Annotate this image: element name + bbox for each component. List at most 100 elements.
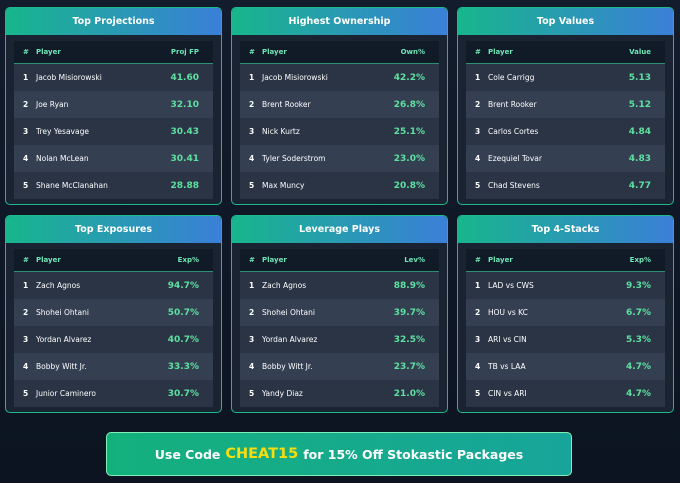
rank: 5 — [249, 389, 255, 398]
rank: 2 — [475, 100, 481, 109]
rank: 3 — [475, 127, 481, 136]
player: ARI vs CIN — [488, 335, 527, 344]
player: Bobby Witt Jr. — [262, 362, 313, 371]
value: 5.12 — [628, 99, 651, 110]
table-row: 1 Jacob Misiorowski 41.60 — [14, 64, 213, 91]
table: # Player Exp% 1 LAD vs CWS 9.3% 2 HOU vs KC 6.7%… — [466, 249, 665, 407]
player: Nolan McLean — [36, 154, 89, 163]
table-row: 3 Yordan Alvarez 40.7% — [14, 326, 213, 353]
player: Carlos Cortes — [488, 127, 539, 136]
value: 23.0% — [393, 153, 425, 164]
column-header: # — [23, 48, 29, 56]
column-header: Proj FP — [170, 48, 199, 56]
table-row: 2 Shohei Ohtani 39.7% — [240, 299, 439, 326]
header-row: # Player Exp% — [14, 249, 213, 272]
table-row: 4 Bobby Witt Jr. 23.7% — [240, 353, 439, 380]
player: Shohei Ohtani — [36, 308, 89, 317]
header-row: # Player Own% — [240, 41, 439, 64]
value: 41.60 — [170, 72, 199, 83]
table: # Player Value 1 Cole Carrigg 5.13 2 Brent Rook… — [466, 41, 665, 199]
rank: 2 — [23, 308, 29, 317]
table-row: 5 Max Muncy 20.8% — [240, 172, 439, 199]
player: Nick Kurtz — [262, 127, 300, 136]
player: Ezequiel Tovar — [488, 154, 542, 163]
column-header: Player — [488, 256, 513, 264]
header-row: # Player Proj FP — [14, 41, 213, 64]
table: # Player Lev% 1 Zach Agnos 88.9% 2 Shohei Ohtan… — [240, 249, 439, 407]
column-header: Own% — [400, 48, 425, 56]
value: 39.7% — [393, 307, 425, 318]
value: 94.7% — [167, 280, 199, 291]
rank: 3 — [249, 127, 255, 136]
table-row: 1 Zach Agnos 88.9% — [240, 272, 439, 299]
column-header: # — [475, 256, 481, 264]
rank: 3 — [23, 335, 29, 344]
rank: 2 — [23, 100, 29, 109]
table: # Player Exp% 1 Zach Agnos 94.7% 2 Shohei Ohtan… — [14, 249, 213, 407]
column-header: Player — [36, 256, 61, 264]
table-row: 5 Yandy Diaz 21.0% — [240, 380, 439, 407]
player: Joe Ryan — [36, 100, 69, 109]
value: 28.88 — [170, 180, 199, 191]
table-row: 2 Joe Ryan 32.10 — [14, 91, 213, 118]
rank: 4 — [249, 154, 255, 163]
rank: 4 — [475, 154, 481, 163]
table-row: 4 Bobby Witt Jr. 33.3% — [14, 353, 213, 380]
rank: 3 — [23, 127, 29, 136]
value: 4.84 — [628, 126, 651, 137]
value: 26.8% — [393, 99, 425, 110]
rank: 5 — [249, 181, 255, 190]
value: 4.7% — [626, 388, 651, 399]
column-header: Lev% — [404, 256, 425, 264]
column-header: Value — [629, 48, 651, 56]
table-row: 3 Nick Kurtz 25.1% — [240, 118, 439, 145]
promo-banner[interactable]: Use Code CHEAT15 for 15% Off Stokastic P… — [106, 432, 572, 476]
header-row: # Player Value — [466, 41, 665, 64]
rank: 1 — [249, 281, 255, 290]
player: Shohei Ohtani — [262, 308, 315, 317]
banner-text: Use Code — [154, 446, 221, 462]
table-row: 1 Jacob Misiorowski 42.2% — [240, 64, 439, 91]
value: 33.3% — [167, 361, 199, 372]
player: Shane McClanahan — [36, 181, 108, 190]
rank: 5 — [23, 181, 29, 190]
table-row: 5 Chad Stevens 4.77 — [466, 172, 665, 199]
player: Tyler Soderstrom — [262, 154, 326, 163]
column-header: Player — [262, 48, 287, 56]
player: Brent Rooker — [262, 100, 311, 109]
value: 30.41 — [170, 153, 199, 164]
player: Zach Agnos — [262, 281, 307, 290]
table: # Player Proj FP 1 Jacob Misiorowski 41.60 2 Jo… — [14, 41, 213, 199]
value: 5.13 — [628, 72, 651, 83]
table-row: 1 Zach Agnos 94.7% — [14, 272, 213, 299]
rank: 1 — [475, 281, 481, 290]
rank: 1 — [23, 281, 29, 290]
value: 40.7% — [167, 334, 199, 345]
rank: 1 — [249, 73, 255, 82]
table-row: 3 Yordan Alvarez 32.5% — [240, 326, 439, 353]
table-row: 4 Nolan McLean 30.41 — [14, 145, 213, 172]
rank: 1 — [475, 73, 481, 82]
header-row: # Player Lev% — [240, 249, 439, 272]
value: 32.5% — [393, 334, 425, 345]
rank: 2 — [475, 308, 481, 317]
rank: 4 — [475, 362, 481, 371]
player: CIN vs ARI — [488, 389, 527, 398]
card: Leverage Plays # Player Lev% 1 Zach Agnos 88.9… — [231, 215, 448, 413]
player: Max Muncy — [262, 181, 305, 190]
value: 21.0% — [393, 388, 425, 399]
column-header: Player — [36, 48, 61, 56]
rank: 3 — [249, 335, 255, 344]
player: Jacob Misiorowski — [262, 73, 328, 82]
table-row: 5 Junior Caminero 30.7% — [14, 380, 213, 407]
player: Trey Yesavage — [36, 127, 89, 136]
table-row: 2 HOU vs KC 6.7% — [466, 299, 665, 326]
table-row: 4 Ezequiel Tovar 4.83 — [466, 145, 665, 172]
card: Top Projections # Player Proj FP 1 Jacob Misi… — [5, 7, 222, 205]
rank: 4 — [23, 362, 29, 371]
rank: 4 — [249, 362, 255, 371]
player: Bobby Witt Jr. — [36, 362, 87, 371]
value: 5.3% — [626, 334, 651, 345]
header-row: # Player Exp% — [466, 249, 665, 272]
value: 20.8% — [393, 180, 425, 191]
